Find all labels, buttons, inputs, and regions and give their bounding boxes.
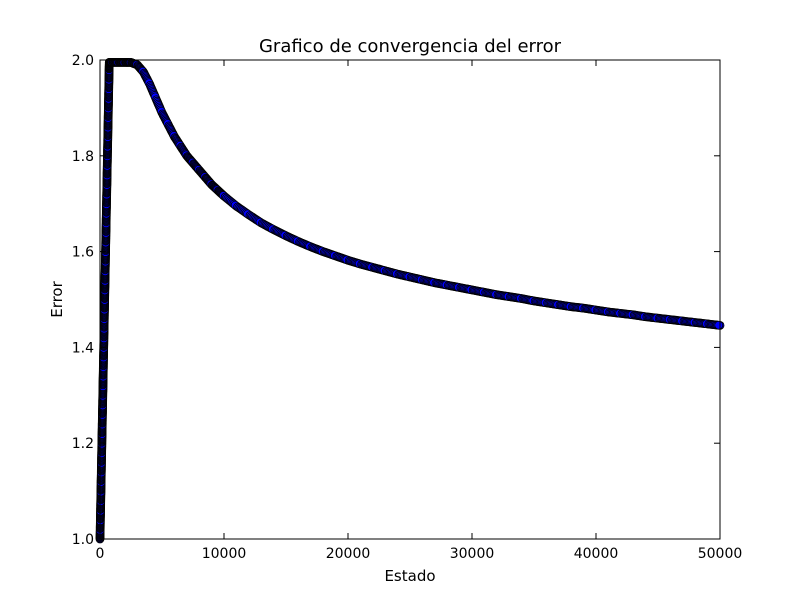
y-tick-label: 1.2 <box>72 436 94 452</box>
x-tick-label: 40000 <box>574 546 619 562</box>
x-tick-label: 20000 <box>326 546 371 562</box>
data-point <box>714 320 724 330</box>
x-axis-title: Estado <box>384 567 435 585</box>
x-tick-label: 10000 <box>202 546 247 562</box>
x-tick-label: 30000 <box>450 546 495 562</box>
y-tick-label: 1.6 <box>72 245 94 261</box>
y-axis: 1.0 1.2 1.4 1.6 1.8 2.0 <box>72 53 720 548</box>
chart-title: Grafico de convergencia del error <box>259 36 562 57</box>
y-tick-label: 2.0 <box>72 53 94 69</box>
y-tick-label: 1.0 <box>72 532 94 548</box>
x-tick-label: 0 <box>96 546 105 562</box>
x-axis: 0 10000 20000 30000 40000 50000 <box>96 60 743 562</box>
axes-frame <box>99 59 721 540</box>
x-tick-label: 50000 <box>698 546 743 562</box>
y-axis-title: Error <box>48 280 66 317</box>
plot-area <box>95 57 725 544</box>
y-tick-label: 1.8 <box>72 149 94 165</box>
y-tick-label: 1.4 <box>72 340 94 356</box>
